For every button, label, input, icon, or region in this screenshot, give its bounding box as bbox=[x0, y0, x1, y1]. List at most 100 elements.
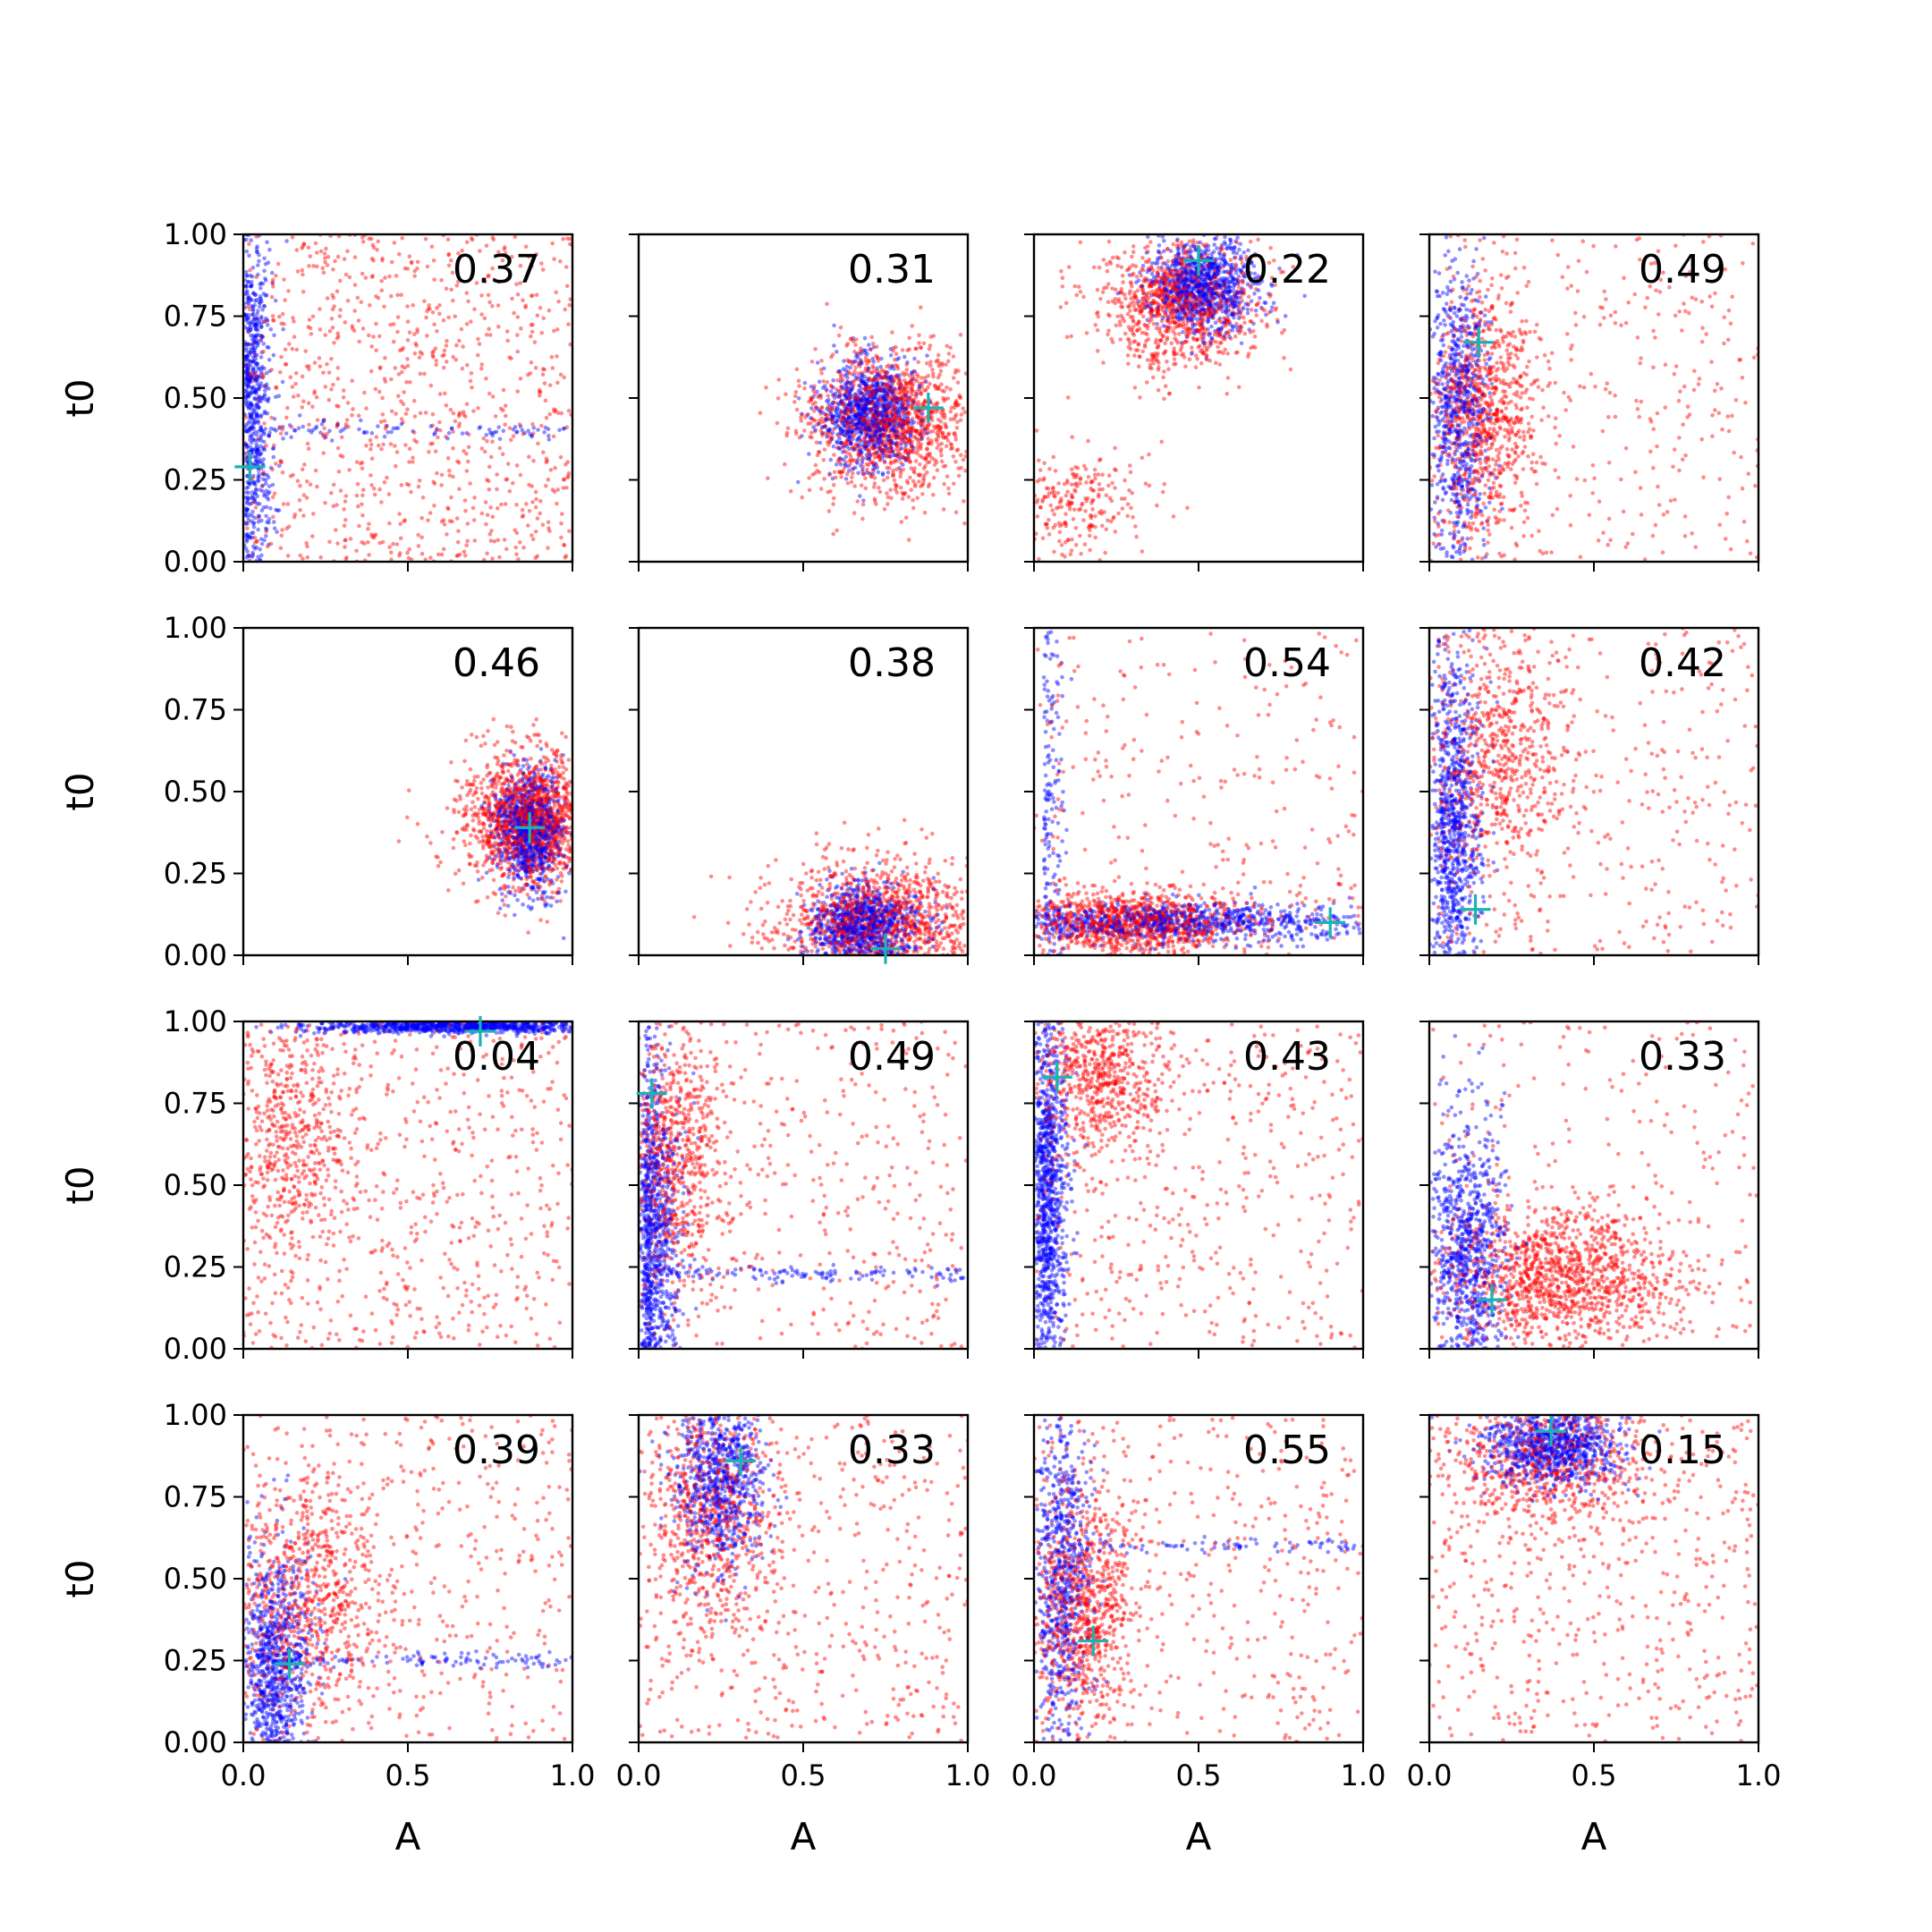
red-point bbox=[358, 462, 363, 466]
red-point bbox=[406, 555, 411, 561]
red-point bbox=[861, 409, 867, 413]
red-point bbox=[889, 409, 894, 413]
blue-point bbox=[834, 420, 839, 425]
red-point bbox=[333, 258, 337, 264]
red-point bbox=[1052, 512, 1056, 517]
blue-point bbox=[262, 439, 267, 445]
red-point bbox=[845, 358, 850, 362]
blue-point bbox=[840, 431, 844, 436]
red-point bbox=[896, 449, 901, 453]
red-point bbox=[280, 427, 285, 432]
red-point bbox=[485, 478, 489, 482]
blue-point bbox=[250, 513, 255, 518]
blue-point bbox=[256, 419, 261, 424]
red-point bbox=[929, 410, 934, 414]
red-point bbox=[936, 424, 941, 428]
blue-point bbox=[245, 495, 250, 500]
red-point bbox=[921, 466, 927, 470]
red-point bbox=[903, 406, 909, 411]
blue-point bbox=[869, 399, 874, 404]
red-point bbox=[836, 434, 842, 438]
blue-point bbox=[911, 419, 917, 425]
red-point bbox=[555, 327, 560, 332]
red-point bbox=[460, 248, 464, 253]
blue-point bbox=[250, 519, 254, 523]
red-point bbox=[855, 401, 860, 406]
red-point bbox=[903, 457, 909, 462]
red-point bbox=[559, 535, 564, 540]
red-point bbox=[263, 384, 267, 388]
blue-point bbox=[253, 340, 258, 345]
red-point bbox=[846, 413, 851, 419]
red-point bbox=[434, 428, 439, 433]
blue-point bbox=[1164, 294, 1168, 299]
blue-point bbox=[891, 394, 895, 399]
blue-point bbox=[1251, 321, 1256, 326]
red-point bbox=[366, 526, 370, 531]
blue-point bbox=[249, 401, 253, 405]
red-point bbox=[360, 493, 365, 498]
blue-point bbox=[831, 377, 835, 383]
red-point bbox=[954, 448, 960, 453]
blue-point bbox=[244, 354, 250, 360]
blue-point bbox=[1193, 284, 1198, 288]
red-point bbox=[902, 402, 907, 408]
red-point bbox=[1193, 303, 1199, 309]
red-point bbox=[419, 551, 425, 556]
red-point bbox=[886, 423, 890, 428]
red-point bbox=[858, 438, 863, 443]
red-point bbox=[843, 411, 848, 415]
blue-point bbox=[863, 426, 868, 430]
blue-point bbox=[1225, 298, 1230, 303]
red-point bbox=[934, 402, 939, 406]
red-point bbox=[301, 289, 306, 294]
red-point bbox=[555, 501, 559, 506]
red-point bbox=[341, 395, 346, 400]
red-point bbox=[479, 312, 484, 317]
blue-point bbox=[250, 530, 256, 535]
blue-point bbox=[262, 493, 267, 498]
blue-point bbox=[883, 408, 887, 413]
blue-point bbox=[867, 399, 872, 404]
red-point bbox=[896, 395, 901, 401]
blue-point bbox=[830, 414, 835, 419]
blue-point bbox=[863, 427, 868, 432]
red-point bbox=[322, 418, 326, 422]
red-point bbox=[1121, 280, 1125, 284]
blue-point bbox=[1225, 245, 1230, 250]
blue-point bbox=[250, 555, 255, 559]
red-point bbox=[827, 435, 832, 440]
blue-point bbox=[1149, 278, 1155, 283]
red-point bbox=[914, 346, 919, 352]
blue-point bbox=[252, 386, 258, 392]
blue-point bbox=[245, 394, 250, 398]
blue-point bbox=[361, 430, 367, 436]
red-point bbox=[564, 284, 570, 289]
red-point bbox=[855, 412, 860, 418]
blue-point bbox=[249, 298, 253, 302]
red-point bbox=[935, 401, 940, 405]
red-point bbox=[284, 526, 290, 531]
blue-point bbox=[848, 389, 852, 394]
red-point bbox=[861, 403, 867, 409]
red-point bbox=[1157, 281, 1162, 286]
red-point bbox=[1128, 327, 1132, 333]
red-point bbox=[1128, 289, 1132, 293]
red-point bbox=[864, 420, 869, 426]
red-point bbox=[1080, 503, 1084, 507]
red-point bbox=[380, 256, 385, 261]
red-point bbox=[426, 518, 430, 523]
blue-point bbox=[1178, 274, 1182, 278]
red-point bbox=[1128, 463, 1132, 468]
blue-point bbox=[1223, 269, 1228, 275]
red-point bbox=[811, 388, 816, 394]
blue-point bbox=[254, 454, 259, 459]
blue-point bbox=[870, 356, 876, 361]
blue-point bbox=[1241, 278, 1245, 284]
red-point bbox=[1131, 319, 1136, 324]
blue-point bbox=[864, 390, 869, 395]
red-point bbox=[863, 442, 868, 447]
blue-point bbox=[889, 374, 894, 379]
red-point bbox=[852, 369, 857, 374]
red-point bbox=[854, 397, 859, 402]
